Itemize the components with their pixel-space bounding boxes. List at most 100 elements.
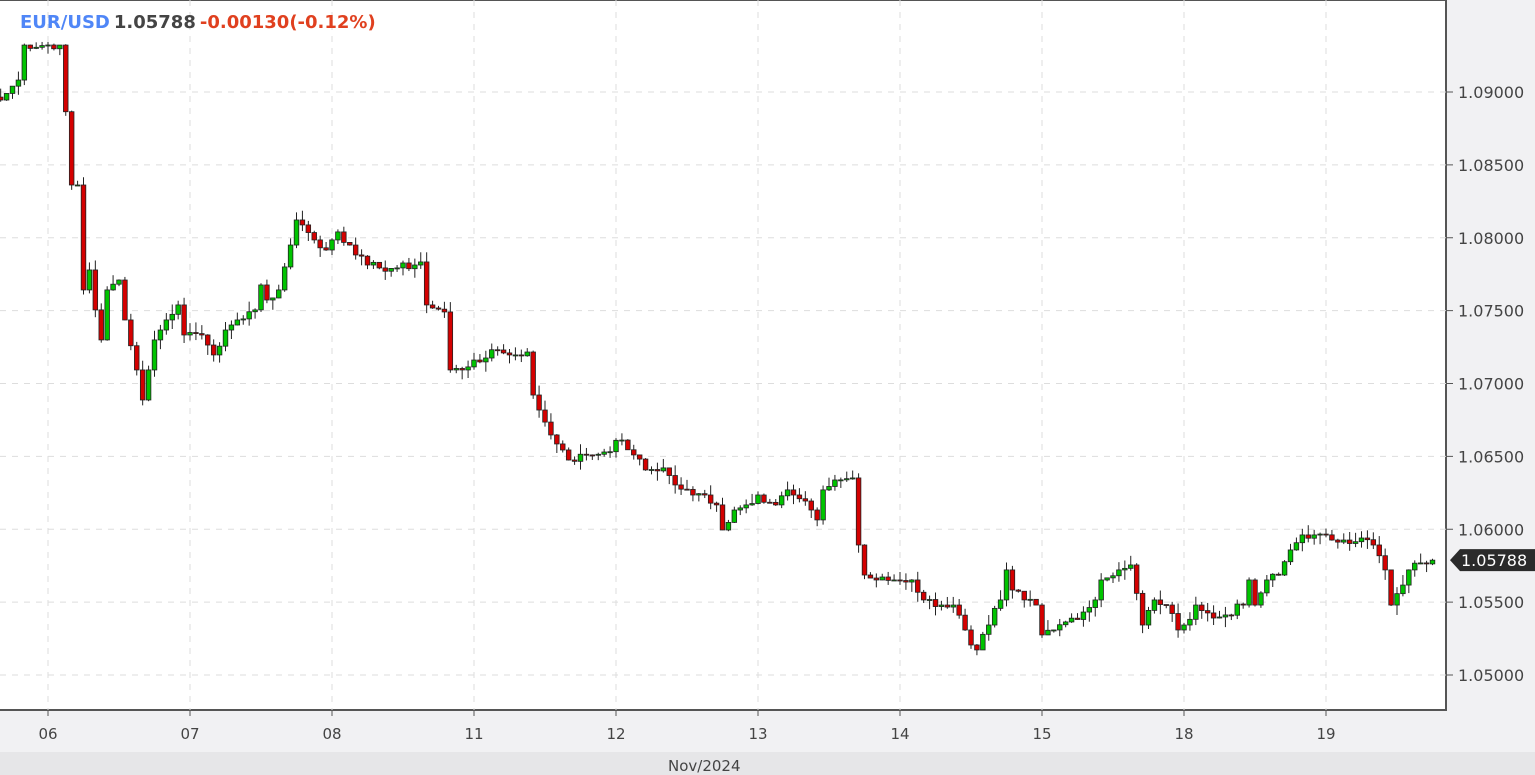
candle <box>595 452 601 461</box>
candle-body <box>15 79 22 87</box>
candle-body <box>1417 562 1424 565</box>
candle <box>560 440 566 453</box>
candle <box>956 599 962 619</box>
candle-body <box>625 439 631 451</box>
candles <box>0 41 1436 656</box>
candle <box>1305 525 1311 543</box>
y-tick-label: 1.06000 <box>1458 520 1524 539</box>
candle-body <box>631 449 637 456</box>
candle <box>980 631 986 651</box>
candle-body <box>678 484 684 490</box>
candle <box>879 573 885 581</box>
candle <box>388 268 394 277</box>
candle-body <box>0 96 4 101</box>
candle <box>891 574 897 582</box>
candle-body <box>1281 561 1288 576</box>
candle <box>382 260 388 280</box>
candle-body <box>1287 549 1294 563</box>
candle <box>1216 610 1223 619</box>
candle <box>974 644 980 656</box>
candle <box>1275 572 1282 576</box>
candle-body <box>1246 579 1252 606</box>
candle <box>299 210 306 232</box>
x-tick-label: 14 <box>890 725 909 743</box>
candle <box>1116 562 1122 582</box>
candle-body <box>1145 609 1152 626</box>
candle-body <box>1423 562 1430 565</box>
candle <box>666 467 672 485</box>
candle <box>0 88 4 102</box>
candle-body <box>944 604 951 608</box>
candle <box>530 350 536 399</box>
candle-body <box>406 262 412 270</box>
candle <box>583 447 590 461</box>
candle <box>68 110 75 190</box>
candle-body <box>1305 534 1311 539</box>
x-tick-label: 15 <box>1032 725 1051 743</box>
candle <box>1027 590 1033 607</box>
candle <box>1429 558 1436 566</box>
x-tick-label: 18 <box>1174 725 1193 743</box>
candle-body <box>1116 569 1122 577</box>
candle-body <box>222 329 229 347</box>
x-tick-label: 11 <box>464 725 483 743</box>
chart-plot-area[interactable] <box>0 0 1447 711</box>
candle-body <box>1293 542 1300 551</box>
candle-body <box>1270 573 1276 581</box>
price-label: 1.05788 <box>113 12 196 33</box>
candle <box>406 257 412 272</box>
candle <box>1199 602 1205 619</box>
candle <box>222 322 229 352</box>
candle <box>1222 606 1229 628</box>
candle <box>335 229 341 245</box>
symbol-label: EUR/USD <box>20 12 110 33</box>
candle-body <box>1234 603 1240 616</box>
candle <box>181 297 187 343</box>
candle <box>1364 530 1371 549</box>
candle-body <box>459 368 465 371</box>
candle <box>808 498 814 518</box>
candle-body <box>1329 534 1335 541</box>
candle-body <box>1323 533 1329 536</box>
candle-body <box>548 421 554 436</box>
candle-body <box>737 507 743 511</box>
candle-body <box>778 495 785 506</box>
candle <box>672 465 678 494</box>
candle-body <box>134 345 140 371</box>
candle-body <box>51 44 57 50</box>
candle <box>660 458 667 473</box>
candle-body <box>1275 573 1282 576</box>
candle <box>51 43 57 51</box>
candle-body <box>897 579 903 582</box>
candle <box>1092 596 1098 617</box>
candle <box>228 320 235 340</box>
candle <box>1406 569 1412 594</box>
candle <box>844 471 850 482</box>
candle-body <box>613 439 619 453</box>
candle-body <box>968 629 974 646</box>
candle <box>412 258 418 278</box>
candle-body <box>293 219 300 246</box>
candle-body <box>382 267 388 272</box>
x-tick-label: 12 <box>606 725 625 743</box>
candle <box>471 352 477 370</box>
candle-body <box>1376 544 1382 557</box>
candle-body <box>826 486 832 491</box>
candle <box>1358 531 1365 548</box>
candle-body <box>1074 617 1081 620</box>
candle-body <box>761 494 767 503</box>
candle-body <box>844 478 850 481</box>
candle-body <box>157 329 164 341</box>
candle-body <box>258 284 264 311</box>
candle <box>1335 538 1341 549</box>
candle <box>1110 572 1116 584</box>
candle-body <box>767 501 773 504</box>
candle-body <box>1163 604 1169 606</box>
month-label: Nov/2024 <box>668 757 741 775</box>
candle <box>838 477 844 488</box>
candle <box>915 571 921 602</box>
candle-body <box>86 269 93 291</box>
candle-body <box>696 493 702 496</box>
x-tick-label: 08 <box>322 725 341 743</box>
candle <box>861 544 868 580</box>
